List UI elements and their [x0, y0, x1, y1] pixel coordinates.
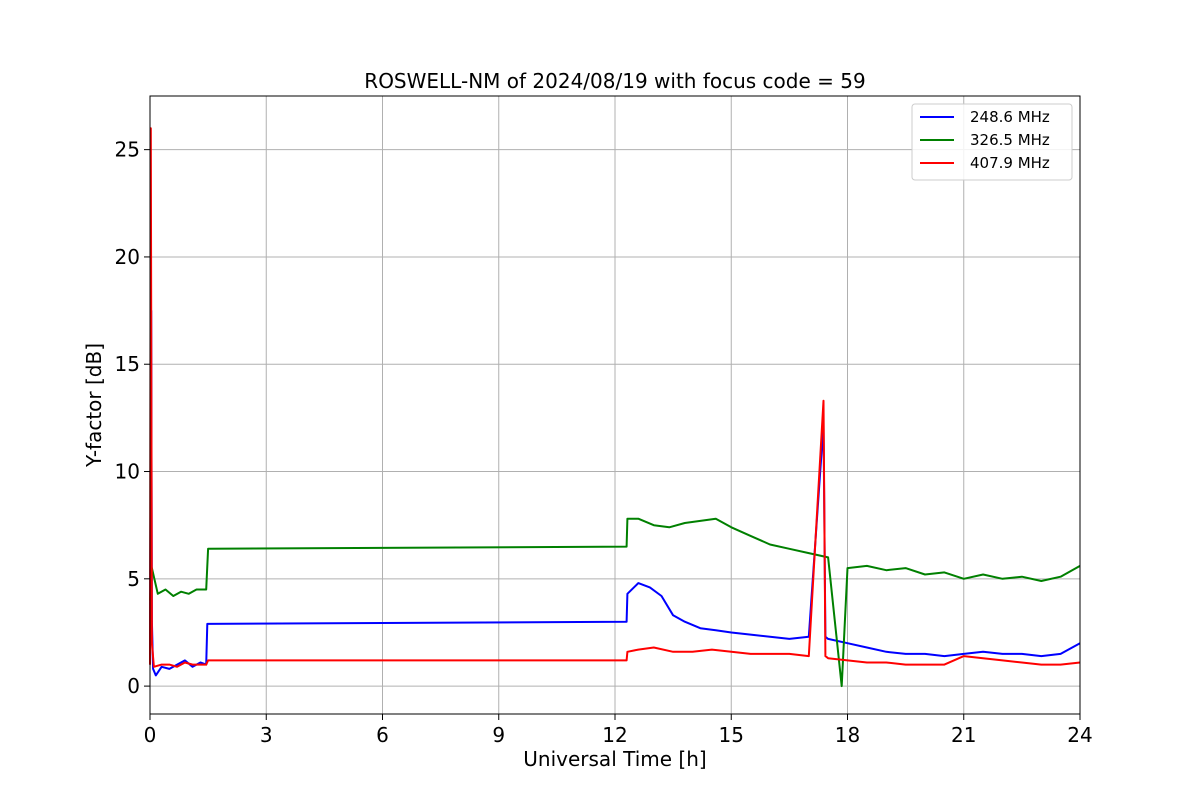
legend-label-1: 248.6 MHz: [970, 108, 1050, 126]
x-tick-label: 6: [376, 723, 389, 747]
y-tick-label: 5: [127, 567, 140, 591]
y-tick-label: 15: [115, 352, 140, 376]
x-tick-label: 18: [835, 723, 860, 747]
y-tick-label: 25: [115, 138, 140, 162]
series-line-1: [149, 309, 1081, 677]
y-tick-label: 20: [115, 245, 140, 269]
legend-box: [911, 103, 1073, 181]
legend-label-3: 407.9 MHz: [970, 154, 1050, 172]
series-line-3: [149, 127, 1081, 668]
y-tick-label: 0: [127, 674, 140, 698]
legend: 248.6 MHz 326.5 MHz 407.9 MHz: [911, 103, 1073, 181]
y-axis-label: Y-factor [dB]: [82, 343, 106, 468]
x-tick-label: 3: [260, 723, 273, 747]
x-tick-label: 0: [144, 723, 157, 747]
chart-title: ROSWELL-NM of 2024/08/19 with focus code…: [364, 69, 865, 93]
x-tick-label: 15: [719, 723, 744, 747]
series-line-2: [149, 517, 1081, 688]
x-axis-label: Universal Time [h]: [523, 747, 706, 771]
x-tick-label: 9: [492, 723, 505, 747]
series-layer: [149, 127, 1081, 688]
x-tick-label: 12: [602, 723, 627, 747]
axes: 0 3 6 9 12 15 18 21 24 0 5 10 15 20 25: [115, 138, 1093, 747]
x-tick-label: 21: [951, 723, 976, 747]
x-tick-label: 24: [1067, 723, 1092, 747]
legend-label-2: 326.5 MHz: [970, 131, 1050, 149]
y-tick-label: 10: [115, 460, 140, 484]
